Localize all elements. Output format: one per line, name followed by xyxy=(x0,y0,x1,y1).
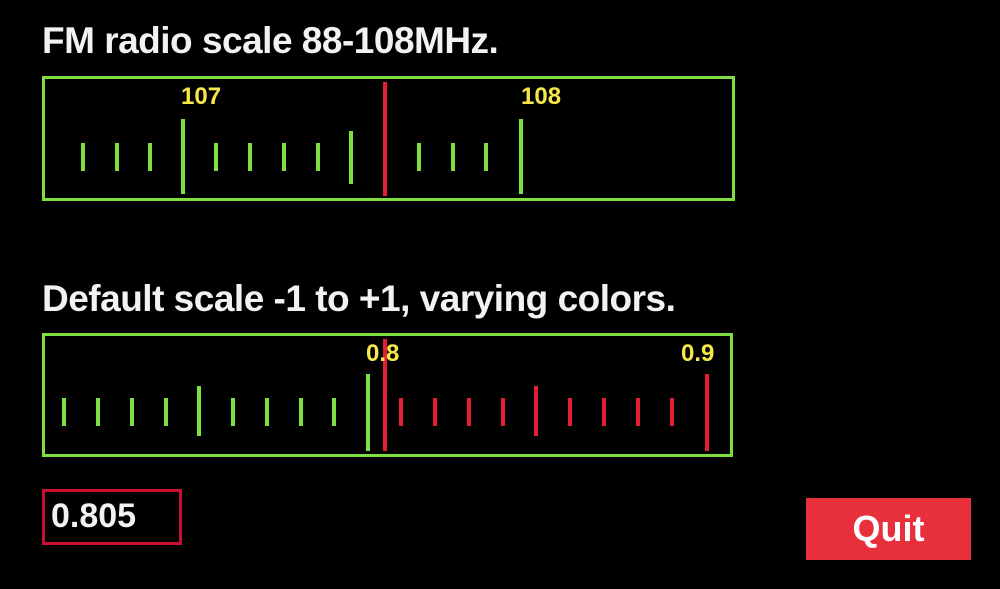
default-scale-title: Default scale -1 to +1, varying colors. xyxy=(42,278,676,319)
default-tick-minor xyxy=(433,398,437,426)
default-tick-minor xyxy=(164,398,168,426)
fm-label-107: 107 xyxy=(181,83,222,110)
fm-tick-minor xyxy=(115,143,119,171)
default-tick-minor xyxy=(332,398,336,426)
default-tick-minor xyxy=(568,398,572,426)
default-tick-minor xyxy=(636,398,640,426)
fm-tick-mid xyxy=(349,131,353,184)
default-label-0.9: 0.9 xyxy=(681,340,715,367)
value-readout: 0.805 xyxy=(42,489,182,545)
default-tick-minor xyxy=(62,398,66,426)
default-tick-minor xyxy=(265,398,269,426)
fm-tick-minor xyxy=(484,143,488,171)
default-tick-minor xyxy=(299,398,303,426)
default-tick-minor xyxy=(501,398,505,426)
default-tick-minor xyxy=(96,398,100,426)
default-tick-minor xyxy=(467,398,471,426)
default-tick-mid xyxy=(197,386,201,436)
fm-tick-major-108 xyxy=(519,119,523,194)
fm-tick-minor xyxy=(451,143,455,171)
fm-tick-major-107 xyxy=(181,119,185,194)
default-tick-mid xyxy=(534,386,538,436)
default-tick-minor xyxy=(130,398,134,426)
fm-pointer xyxy=(383,82,387,196)
fm-tick-minor xyxy=(148,143,152,171)
fm-scale-title: FM radio scale 88-108MHz. xyxy=(42,20,499,61)
default-scale-dial[interactable]: 0.8 0.9 xyxy=(42,333,733,457)
quit-button[interactable]: Quit xyxy=(806,498,971,560)
default-tick-minor xyxy=(399,398,403,426)
default-tick-minor xyxy=(602,398,606,426)
default-pointer xyxy=(383,339,387,451)
fm-label-108: 108 xyxy=(521,83,562,110)
default-tick-major-0.9 xyxy=(705,374,709,451)
default-tick-minor xyxy=(231,398,235,426)
default-tick-major-0.8 xyxy=(366,374,370,451)
fm-scale-dial[interactable]: 107 108 xyxy=(42,76,735,201)
fm-tick-minor xyxy=(81,143,85,171)
fm-tick-minor xyxy=(417,143,421,171)
fm-tick-minor xyxy=(316,143,320,171)
fm-tick-minor xyxy=(282,143,286,171)
fm-tick-minor xyxy=(214,143,218,171)
default-label-0.8: 0.8 xyxy=(366,340,400,367)
fm-tick-minor xyxy=(248,143,252,171)
default-tick-minor xyxy=(670,398,674,426)
